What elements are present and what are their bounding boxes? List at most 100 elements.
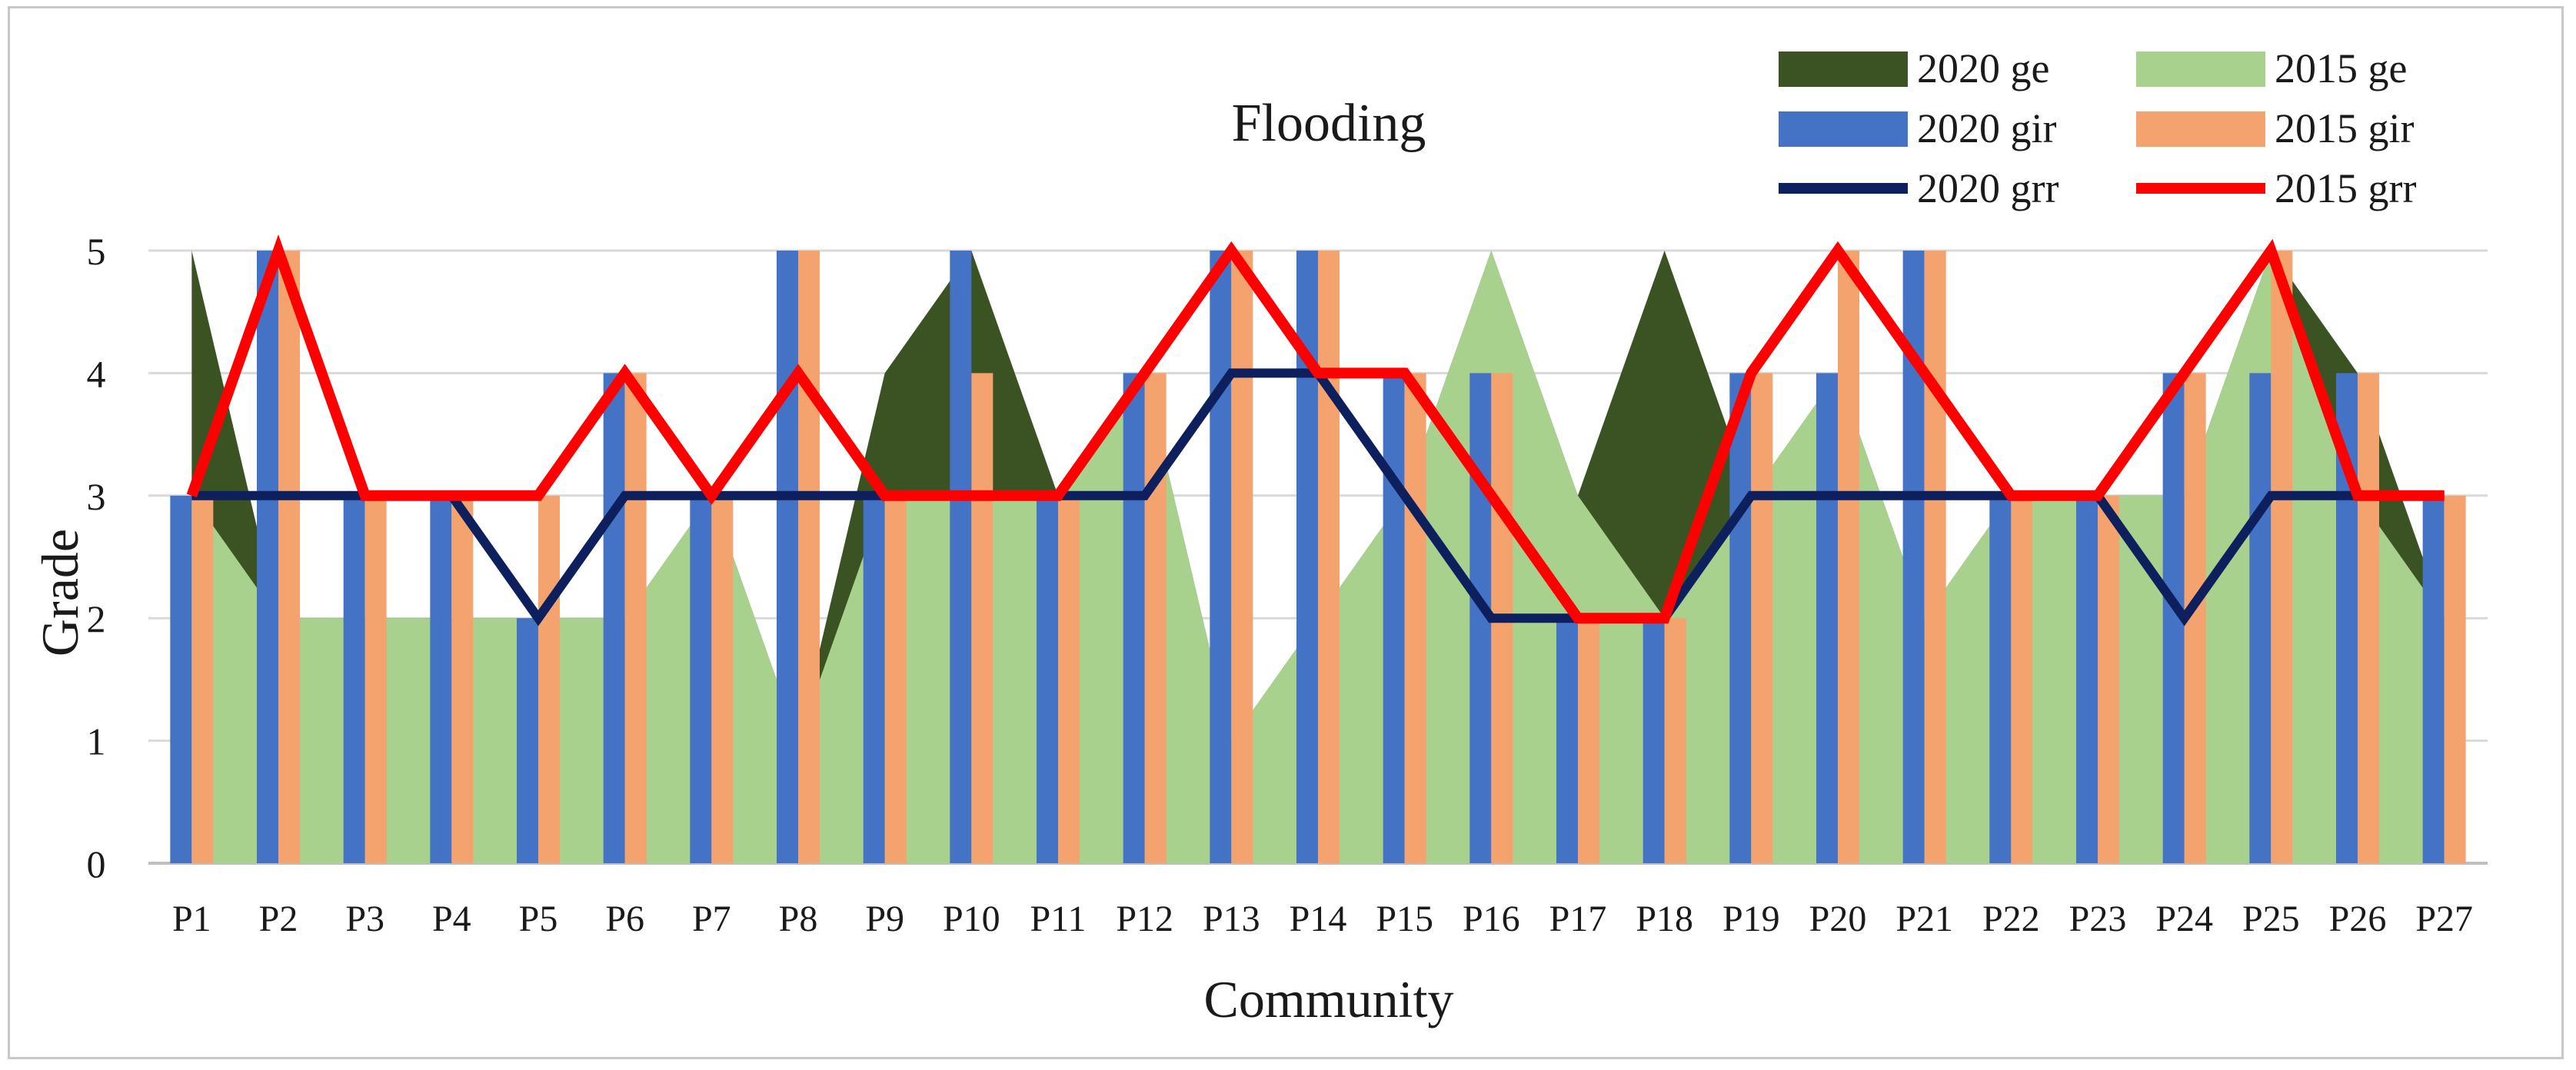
x-tick-label: P21 bbox=[1895, 899, 1953, 939]
bar-2015-gir-P10 bbox=[971, 373, 993, 863]
bar-2015-gir-P19 bbox=[1751, 373, 1773, 863]
bar-2020-gir-P23 bbox=[2076, 495, 2098, 863]
bar-2015-gir-P6 bbox=[624, 373, 647, 863]
bar-2020-gir-P5 bbox=[517, 618, 538, 863]
legend: 2020 ge 2015 ge 2020 gir 2015 gir 2020 grr 20… bbox=[1779, 45, 2416, 211]
chart-frame: 0 1 2 3 4 5 P1 P2 P3 P4 P5 P6 P7 P8 P9 P10 P11 P12 P13 P14 P… bbox=[8, 6, 2564, 1059]
x-tick-label: P26 bbox=[2329, 899, 2387, 939]
line-2015-grr bbox=[186, 234, 2445, 624]
y-tick-label: 5 bbox=[87, 230, 106, 273]
x-tick-label: P18 bbox=[1636, 899, 1693, 939]
bar-2015-gir-P26 bbox=[2358, 373, 2379, 863]
y-axis-title: Grade bbox=[31, 529, 89, 656]
bar-2020-gir-P2 bbox=[257, 251, 278, 863]
legend-label-2020-grr: 2020 grr bbox=[1917, 165, 2058, 211]
bar-2015-gir-P11 bbox=[1058, 495, 1080, 863]
bar-2015-gir-P8 bbox=[798, 251, 820, 863]
area-2015-ge bbox=[191, 251, 2445, 863]
bar-2015-gir-P27 bbox=[2444, 495, 2466, 863]
bar-2015-gir-P12 bbox=[1144, 373, 1167, 863]
bar-2020-gir-P3 bbox=[343, 495, 365, 863]
bar-2015-gir-P7 bbox=[711, 495, 734, 863]
legend-label-2020-gir: 2020 gir bbox=[1917, 105, 2057, 151]
bar-2015-gir-P9 bbox=[884, 495, 907, 863]
bar-2020-gir-P17 bbox=[1556, 618, 1578, 863]
x-tick-label: P7 bbox=[692, 899, 731, 939]
y-tick-label: 4 bbox=[87, 352, 106, 395]
bar-2015-gir-P15 bbox=[1404, 373, 1426, 863]
axis-layer: 0 1 2 3 4 5 P1 P2 P3 P4 P5 P6 P7 P8 P9 P10 P11 P12 P13 P14 P… bbox=[87, 230, 2474, 939]
y-tick-label: 0 bbox=[87, 842, 106, 886]
x-tick-label: P22 bbox=[1982, 899, 2040, 939]
x-tick-label: P6 bbox=[605, 899, 644, 939]
bar-2020-gir-P11 bbox=[1037, 495, 1058, 863]
x-tick-label: P2 bbox=[259, 899, 298, 939]
x-tick-label: P13 bbox=[1203, 899, 1260, 939]
bar-2020-gir-P15 bbox=[1383, 373, 1405, 863]
bar-2015-gir-P17 bbox=[1578, 618, 1599, 863]
legend-swatch-2020-ge bbox=[1779, 52, 1908, 87]
bar-2015-gir-P23 bbox=[2098, 495, 2119, 863]
bar-2015-gir-P18 bbox=[1664, 618, 1686, 863]
y-tick-label: 3 bbox=[87, 475, 106, 518]
bar-2015-gir-P21 bbox=[1924, 251, 1946, 863]
bar-2020-gir-P13 bbox=[1210, 251, 1232, 863]
bar-2020-gir-P6 bbox=[603, 373, 625, 863]
chart: 0 1 2 3 4 5 P1 P2 P3 P4 P5 P6 P7 P8 P9 P10 P11 P12 P13 P14 P… bbox=[31, 45, 2488, 1028]
bar-2015-gir-P20 bbox=[1838, 251, 1859, 863]
x-tick-label: P17 bbox=[1549, 899, 1607, 939]
legend-label-2015-grr: 2015 grr bbox=[2275, 165, 2416, 211]
x-tick-label: P23 bbox=[2069, 899, 2127, 939]
x-tick-label: P11 bbox=[1030, 899, 1087, 939]
bar-2020-gir-P12 bbox=[1123, 373, 1145, 863]
x-tick-label: P1 bbox=[172, 899, 211, 939]
bar-2020-gir-P8 bbox=[777, 251, 798, 863]
legend-swatch-2015-gir bbox=[2136, 111, 2265, 147]
bar-2020-gir-P10 bbox=[950, 251, 972, 863]
bar-2015-gir-P3 bbox=[364, 495, 387, 863]
x-tick-label: P10 bbox=[943, 899, 1000, 939]
bar-2015-gir-P1 bbox=[191, 495, 214, 863]
x-tick-label: P3 bbox=[345, 899, 384, 939]
bar-2020-gir-P20 bbox=[1816, 373, 1838, 863]
bar-2020-gir-P25 bbox=[2249, 373, 2271, 863]
x-tick-label: P5 bbox=[519, 899, 558, 939]
x-tick-label: P16 bbox=[1463, 899, 1520, 939]
x-tick-label: P20 bbox=[1809, 899, 1867, 939]
bar-2020-gir-P22 bbox=[1989, 495, 2012, 863]
line-layer bbox=[186, 234, 2445, 626]
x-tick-label: P12 bbox=[1116, 899, 1173, 939]
bar-2015-gir-P14 bbox=[1318, 251, 1340, 863]
legend-swatch-2015-ge bbox=[2136, 52, 2265, 87]
chart-title: Flooding bbox=[1232, 94, 1426, 153]
bar-2020-gir-P9 bbox=[863, 495, 885, 863]
y-tick-label: 2 bbox=[87, 597, 106, 640]
y-tick-label: 1 bbox=[87, 720, 106, 763]
bar-2015-gir-P5 bbox=[538, 495, 560, 863]
legend-swatch-2020-gir bbox=[1779, 111, 1908, 147]
x-tick-label: P27 bbox=[2415, 899, 2473, 939]
x-tick-label: P9 bbox=[865, 899, 904, 939]
x-tick-label: P15 bbox=[1376, 899, 1433, 939]
area-layer bbox=[191, 251, 2445, 863]
bar-layer bbox=[170, 251, 2466, 863]
bar-2015-gir-P25 bbox=[2271, 251, 2293, 863]
bar-2015-gir-P4 bbox=[451, 495, 474, 863]
x-tick-label: P14 bbox=[1290, 899, 1347, 939]
bar-2020-gir-P7 bbox=[690, 495, 712, 863]
bar-2015-gir-P13 bbox=[1231, 251, 1253, 863]
legend-label-2015-ge: 2015 ge bbox=[2275, 45, 2407, 91]
x-tick-label: P8 bbox=[779, 899, 818, 939]
legend-label-2020-ge: 2020 ge bbox=[1917, 45, 2049, 91]
bar-2015-gir-P2 bbox=[278, 251, 300, 863]
x-tick-label: P4 bbox=[432, 899, 471, 939]
bar-2020-gir-P18 bbox=[1642, 618, 1665, 863]
bar-2015-gir-P22 bbox=[2011, 495, 2033, 863]
bar-2020-gir-P4 bbox=[430, 495, 452, 863]
bar-2020-gir-P19 bbox=[1729, 373, 1752, 863]
x-tick-label: P24 bbox=[2155, 899, 2213, 939]
x-axis-title: Community bbox=[1204, 970, 1454, 1028]
legend-label-2015-gir: 2015 gir bbox=[2275, 105, 2415, 151]
x-tick-label: P25 bbox=[2242, 899, 2300, 939]
bar-2020-gir-P27 bbox=[2422, 495, 2445, 863]
